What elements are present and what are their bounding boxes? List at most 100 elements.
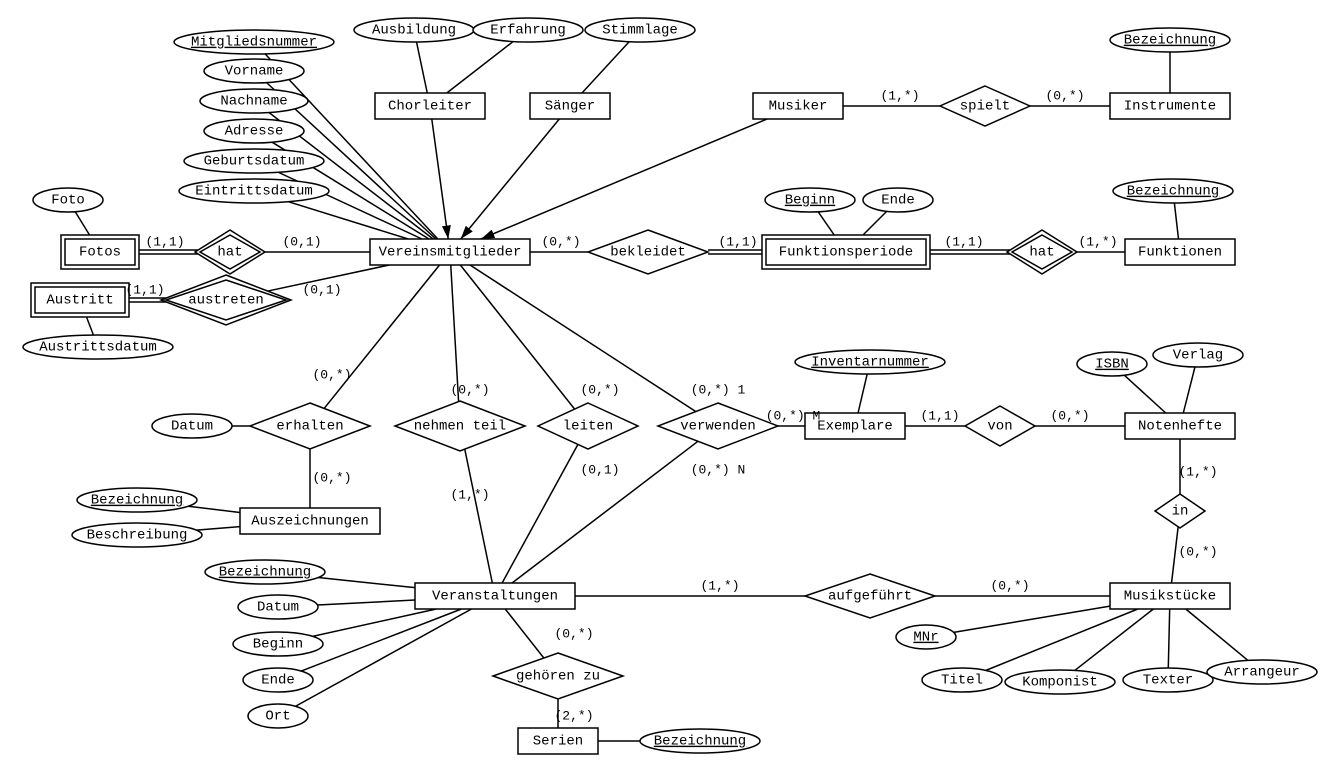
attr-eintrittsdatum: Eintrittsdatum [179, 179, 329, 203]
entity-musiker: Musiker [753, 93, 843, 119]
attr-arrangeur: Arrangeur [1207, 660, 1317, 684]
svg-text:Arrangeur: Arrangeur [1224, 665, 1300, 681]
svg-text:(0,*): (0,*) [312, 470, 351, 485]
svg-text:Stimmlage: Stimmlage [602, 23, 678, 39]
attr-verlag: Verlag [1153, 343, 1243, 367]
svg-text:in: in [1172, 504, 1189, 520]
entity-vereinsmitglieder: Vereinsmitglieder [370, 239, 530, 265]
entity-instrumente: Instrumente [1110, 93, 1230, 119]
attr-beginn_ver: Beginn [233, 632, 323, 656]
svg-text:Beginn: Beginn [785, 193, 835, 209]
svg-text:Eintrittsdatum: Eintrittsdatum [195, 184, 313, 200]
rel-erhalten: erhalten [250, 403, 370, 449]
svg-text:austreten: austreten [188, 293, 264, 309]
isa-saenger [461, 119, 560, 239]
attr-bezeichnung_ver: Bezeichnung [205, 560, 325, 584]
entity-funktionsperiode: Funktionsperiode [762, 235, 930, 269]
svg-text:(0,*) 1: (0,*) 1 [691, 382, 746, 397]
svg-text:Notenhefte: Notenhefte [1138, 419, 1222, 435]
svg-text:(1,1): (1,1) [718, 234, 757, 249]
svg-text:Ende: Ende [261, 673, 295, 689]
svg-text:Auszeichnungen: Auszeichnungen [251, 514, 369, 530]
svg-text:Bezeichnung: Bezeichnung [1127, 184, 1219, 200]
svg-text:Musikstücke: Musikstücke [1124, 589, 1216, 605]
rel-austreten: austreten [161, 275, 291, 325]
rel-spielt: spielt [940, 86, 1030, 126]
svg-text:Geburtsdatum: Geburtsdatum [204, 154, 305, 170]
entity-funktionen: Funktionen [1125, 239, 1235, 265]
attr-komponist: Komponist [1005, 670, 1115, 694]
edge-musikstuecke-arrangeur [1186, 609, 1248, 660]
attr-titel: Titel [922, 668, 1002, 692]
svg-text:(0,*): (0,*) [312, 367, 351, 382]
svg-text:(1,1): (1,1) [944, 234, 983, 249]
attr-foto: Foto [33, 188, 103, 212]
svg-text:(0,*): (0,*) [1178, 544, 1217, 559]
edge-notenhefte-isbn [1124, 375, 1165, 413]
edge-chorleiter-erfahrung [447, 42, 513, 93]
edge-auszeichnungen-bezeichnung_ausz [188, 506, 240, 512]
svg-text:(1,1): (1,1) [145, 234, 184, 249]
attr-beschreibung_ausz: Beschreibung [72, 523, 202, 547]
svg-text:(1,*): (1,*) [880, 88, 919, 103]
entity-chorleiter: Chorleiter [375, 93, 485, 119]
svg-text:(1,*): (1,*) [450, 487, 489, 502]
svg-text:Ende: Ende [881, 193, 915, 209]
svg-text:Ausbildung: Ausbildung [372, 23, 456, 39]
svg-text:Sänger: Sänger [545, 99, 595, 115]
attr-bezeichnung_instr: Bezeichnung [1110, 28, 1230, 52]
entity-auszeichnungen: Auszeichnungen [240, 508, 380, 534]
edge-funktionen-bezeichnung_funkt [1174, 203, 1178, 239]
attr-mnr: MNr [896, 625, 956, 649]
svg-text:Funktionsperiode: Funktionsperiode [779, 245, 913, 261]
svg-text:(0,*): (0,*) [541, 234, 580, 249]
entity-austritt: Austritt [31, 283, 129, 317]
svg-text:Datum: Datum [171, 419, 213, 435]
svg-text:erhalten: erhalten [276, 419, 343, 435]
isa-musiker [481, 119, 767, 239]
edge-vereinsmitglieder-nehmen_teil [451, 265, 459, 402]
attr-stimmlage: Stimmlage [585, 18, 695, 42]
svg-text:Ort: Ort [265, 709, 290, 725]
svg-text:Austritt: Austritt [46, 293, 113, 309]
edge-veranstaltungen-datum_ver [317, 600, 415, 605]
svg-text:Nachname: Nachname [220, 94, 287, 110]
attr-datum_ver: Datum [238, 595, 318, 619]
edge-notenhefte-verlag [1183, 367, 1195, 413]
svg-text:(1,1): (1,1) [920, 408, 959, 423]
rel-hat_foto: hat [195, 230, 265, 274]
svg-text:Komponist: Komponist [1022, 675, 1098, 691]
edge-vereinsmitglieder-mitgliedsnummer [265, 54, 438, 239]
rel-verwenden: verwenden [658, 403, 778, 449]
svg-text:Beginn: Beginn [253, 637, 303, 653]
edge-vereinsmitglieder-eintrittsdatum [288, 202, 408, 239]
svg-text:Musiker: Musiker [769, 99, 828, 115]
svg-text:spielt: spielt [960, 99, 1010, 115]
svg-text:(0,*): (0,*) [580, 382, 619, 397]
svg-text:Serien: Serien [533, 734, 583, 750]
svg-text:Titel: Titel [941, 673, 983, 689]
svg-text:Bezeichnung: Bezeichnung [219, 565, 311, 581]
svg-text:(0,1): (0,1) [580, 462, 619, 477]
attr-erfahrung: Erfahrung [473, 18, 583, 42]
svg-text:Beschreibung: Beschreibung [87, 528, 188, 544]
svg-text:Vorname: Vorname [225, 64, 284, 80]
svg-text:Chorleiter: Chorleiter [388, 99, 472, 115]
attr-ausbildung: Ausbildung [354, 18, 474, 42]
edge-in-musikstuecke [1172, 527, 1179, 583]
svg-text:(1,1): (1,1) [125, 282, 164, 297]
svg-text:Verlag: Verlag [1173, 348, 1223, 364]
svg-text:(0,*): (0,*) [990, 578, 1029, 593]
svg-text:Fotos: Fotos [79, 245, 121, 261]
svg-text:ISBN: ISBN [1095, 357, 1129, 373]
svg-text:(0,1): (0,1) [302, 282, 341, 297]
svg-text:von: von [987, 419, 1012, 435]
svg-text:Vereinsmitglieder: Vereinsmitglieder [379, 245, 522, 261]
entity-saenger: Sänger [530, 93, 610, 119]
rel-von: von [965, 406, 1035, 446]
svg-text:gehören zu: gehören zu [516, 669, 600, 685]
edge-exemplare-inventarnummer [858, 374, 867, 413]
svg-text:(0,*): (0,*) [1050, 408, 1089, 423]
edge-veranstaltungen-ende_ver [301, 609, 461, 671]
edge-nehmen_teil-veranstaltungen [465, 449, 493, 583]
